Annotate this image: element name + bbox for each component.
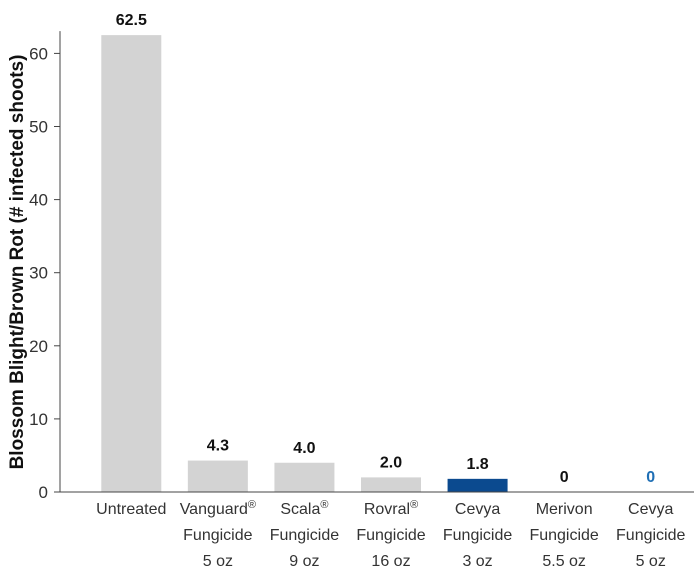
bar [187,460,248,492]
y-tick-label: 30 [29,264,48,283]
y-tick-label: 50 [29,118,48,137]
data-label: 1.8 [466,456,488,473]
y-axis: 0 10 20 30 40 50 60 [29,31,61,502]
x-tick-label: Rovral® Fungicide 16 oz [356,499,425,570]
y-tick-label: 10 [29,410,48,429]
x-tick-label: Cevya Fungicide 3 oz [443,501,512,570]
bar [101,35,162,492]
data-label: 62.5 [116,12,147,29]
bar [361,477,421,492]
data-label: 2.0 [380,454,402,471]
bar [274,462,335,492]
data-label: 0 [560,469,569,486]
x-tick-label: Merivon Fungicide 5.5 oz [529,501,598,570]
y-tick-label: 60 [29,44,48,63]
data-label: 0 [646,469,655,486]
y-tick-label: 20 [29,337,48,356]
y-tick-label: 40 [29,191,48,210]
x-tick-label: Vanguard® Fungicide 5 oz [180,499,256,570]
y-tick-label: 0 [39,483,48,502]
x-tick-label: Untreated [96,501,166,518]
bar [447,478,508,492]
data-label: 4.0 [293,440,315,457]
x-tick-label: Cevya Fungicide 5 oz [616,501,685,570]
y-axis-label: Blossom Blight/Brown Rot (# infected sho… [7,55,28,470]
data-label: 4.3 [207,438,229,455]
bars: 62.5 4.3 4.0 2.0 1.8 0 0 [101,12,655,492]
x-tick-label: Scala® Fungicide 9 oz [270,499,339,570]
